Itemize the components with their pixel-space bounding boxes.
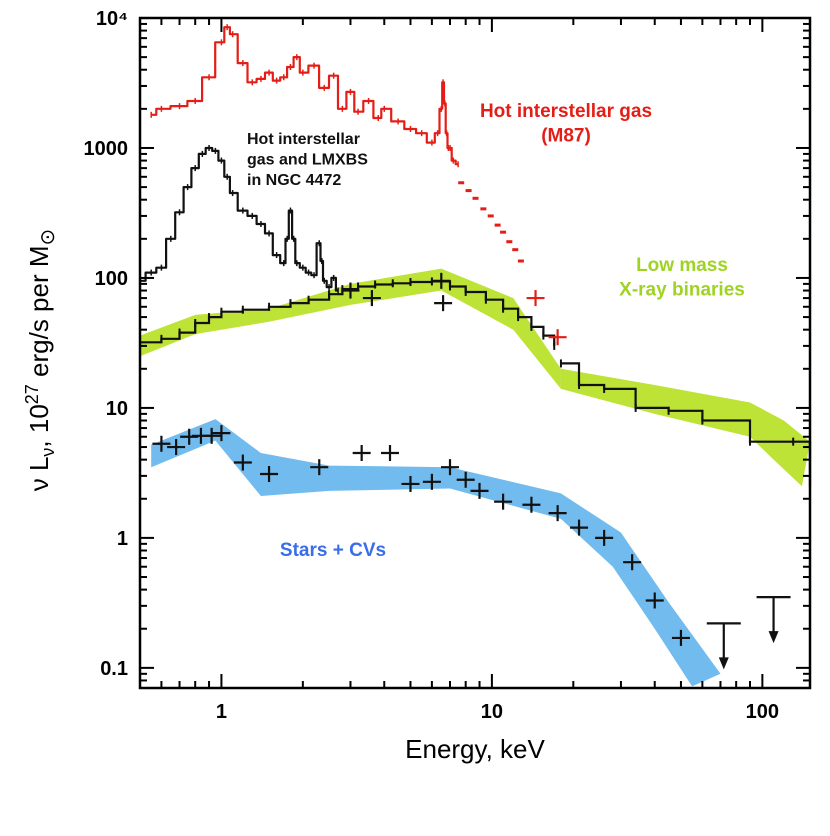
- annotation-line: (M87): [541, 125, 591, 146]
- series-layer: [139, 24, 812, 670]
- y-axis-title: ν Lν, 1027 erg/s per M⊙: [22, 229, 59, 492]
- series-point: [362, 290, 381, 307]
- series-point: [623, 554, 642, 571]
- series-6: [341, 272, 453, 312]
- series-3: [139, 277, 556, 350]
- series-point: [352, 444, 371, 461]
- x-tick-label: 100: [746, 701, 779, 723]
- annotation-line: Low mass: [636, 255, 728, 276]
- series-5: [152, 425, 690, 646]
- annotation-line: Hot interstellar: [247, 131, 360, 148]
- series-point: [570, 519, 589, 536]
- series-7: [526, 290, 567, 346]
- series-8: [706, 596, 791, 670]
- series-point: [202, 427, 221, 444]
- series-point: [472, 196, 479, 200]
- series-point: [260, 466, 279, 483]
- x-tick-label: 1: [216, 701, 227, 723]
- y-tick-label: 1000: [84, 138, 129, 160]
- series-point: [212, 425, 231, 442]
- y-tick-label: 100: [95, 268, 128, 290]
- series-point: [465, 189, 472, 193]
- y-tick-label: 0.1: [100, 658, 128, 680]
- series-point: [595, 529, 614, 546]
- series-point: [401, 475, 420, 492]
- annotation-line: Hot interstellar gas: [480, 101, 652, 122]
- series-point: [440, 459, 459, 476]
- series-point: [526, 290, 545, 307]
- series-point: [434, 295, 453, 312]
- annotation-3: Stars + CVs: [280, 540, 386, 561]
- series-point: [432, 272, 451, 289]
- series-point: [152, 435, 171, 452]
- series-point: [380, 444, 399, 461]
- annotation-line: gas and LMXBS: [247, 151, 368, 168]
- series-point: [548, 329, 567, 346]
- series-point: [487, 214, 494, 218]
- annotation-2: Low mass X-ray binaries: [619, 255, 745, 300]
- annotation-0: Hot interstellar gas (M87): [480, 101, 652, 146]
- series-point: [456, 471, 475, 488]
- series-1: [458, 181, 524, 263]
- series-point: [512, 248, 519, 252]
- series-point: [500, 230, 507, 234]
- series-line: [140, 146, 339, 292]
- ticks: 1 10 100 0.1 1 10 100 1000 10⁴: [84, 8, 810, 723]
- x-tick-label: 10: [481, 701, 503, 723]
- limit-arrow: [768, 631, 779, 644]
- series-point: [167, 439, 186, 456]
- annotation-1: Hot interstellar gas and LMXBS in NGC 4472: [247, 131, 368, 189]
- series-point: [233, 454, 252, 471]
- series-point: [310, 459, 329, 476]
- series-point: [522, 496, 541, 513]
- series-point: [470, 482, 489, 499]
- series-point: [494, 493, 513, 510]
- x-axis-title: Energy, keV: [405, 734, 545, 764]
- band-0-segment-1: [560, 368, 810, 487]
- series-line: [151, 26, 459, 166]
- band-1-segment-0: [151, 419, 721, 687]
- series-point: [671, 629, 690, 646]
- series-point: [458, 181, 465, 185]
- series-2: [139, 144, 339, 294]
- series-point: [506, 240, 513, 244]
- series-point: [480, 207, 487, 211]
- y-tick-label: 10: [106, 398, 128, 420]
- limit-arrow: [718, 657, 729, 670]
- y-tick-label: 1: [117, 528, 128, 550]
- series-point: [517, 259, 524, 263]
- upper-limit: [706, 622, 741, 670]
- annotations: Hot interstellar gas (M87)Hot interstella…: [247, 101, 745, 561]
- series-point: [341, 282, 360, 299]
- series-0: [150, 24, 459, 168]
- annotation-line: in NGC 4472: [247, 172, 341, 189]
- series-point: [494, 223, 501, 227]
- plot-frame: [138, 16, 812, 690]
- series-point: [548, 505, 567, 522]
- y-tick-label: 10⁴: [96, 8, 128, 30]
- series-point: [422, 473, 441, 490]
- annotation-line: Stars + CVs: [280, 540, 386, 561]
- annotation-line: X-ray binaries: [619, 279, 745, 300]
- upper-limit: [756, 596, 791, 644]
- series-point: [645, 592, 664, 609]
